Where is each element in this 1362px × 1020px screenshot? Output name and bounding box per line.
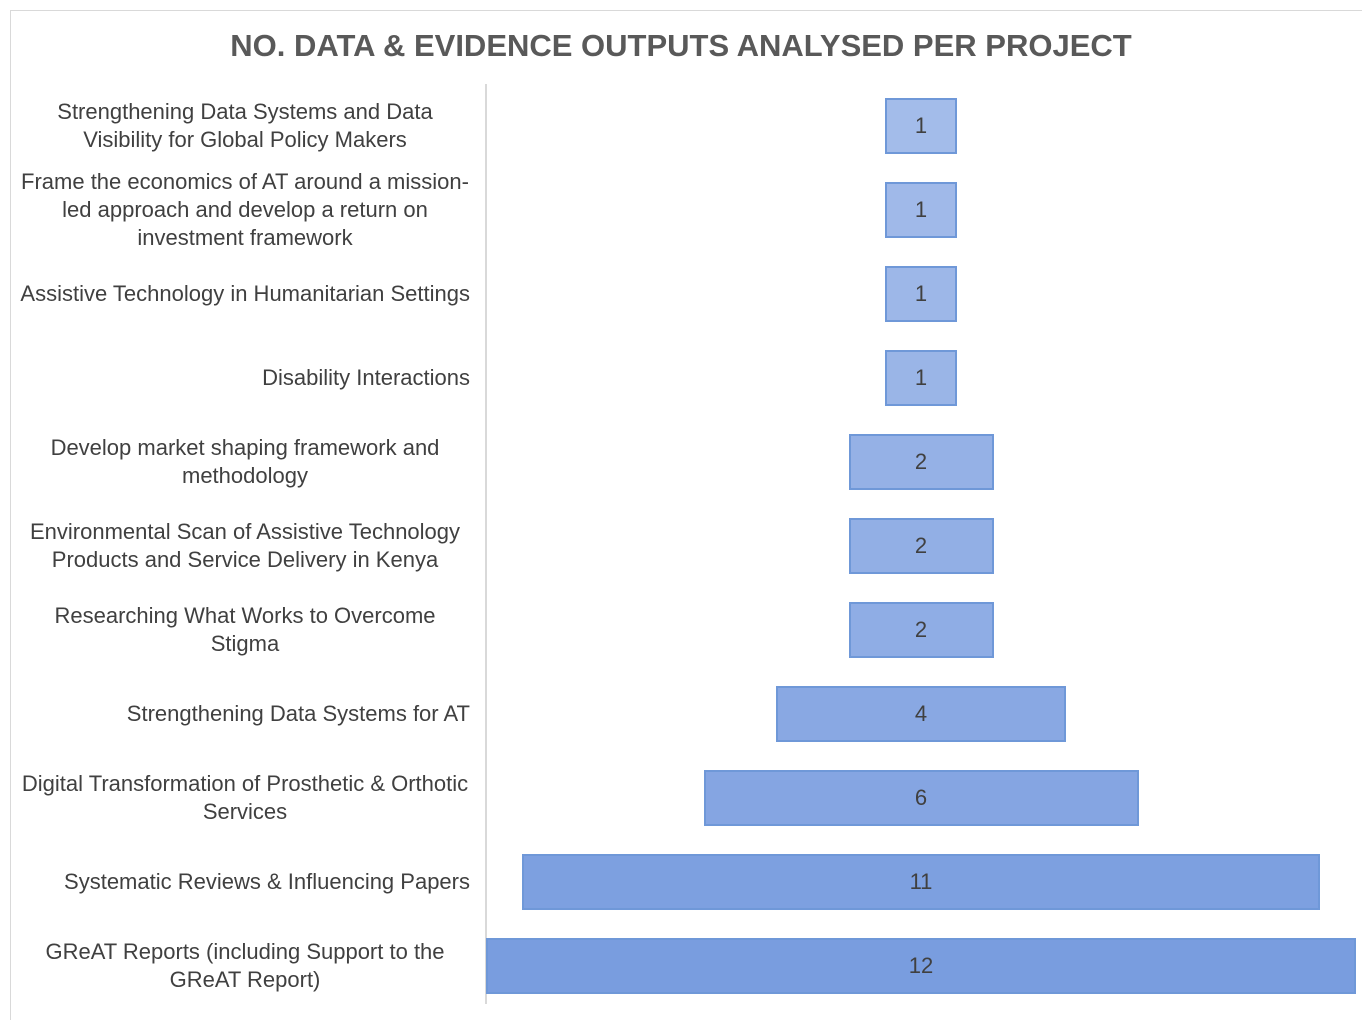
data-label: 11 [909,869,933,894]
data-label: 1 [914,113,928,138]
data-label: 1 [914,281,928,306]
bar: 2 [848,602,994,658]
category-label: GReAT Reports (including Support to the … [20,924,470,1008]
data-label: 6 [914,785,928,810]
category-text: Frame the economics of AT around a missi… [21,169,469,250]
category-label: Environmental Scan of Assistive Technolo… [20,504,470,588]
bar: 11 [522,854,1320,910]
category-label: Researching What Works to Overcome Stigm… [20,588,470,672]
data-label: 1 [914,365,928,390]
category-text: Assistive Technology in Humanitarian Set… [20,281,470,306]
category-text: Strengthening Data Systems and Data Visi… [57,99,433,152]
data-label: 1 [914,197,928,222]
category-label: Systematic Reviews & Influencing Papers [20,840,470,924]
category-label: Develop market shaping framework and met… [20,420,470,504]
bar: 6 [703,770,1139,826]
category-label: Digital Transformation of Prosthetic & O… [20,756,470,840]
category-label: Assistive Technology in Humanitarian Set… [20,252,470,336]
bar: 1 [884,182,958,238]
category-label: Disability Interactions [20,336,470,420]
category-text: Systematic Reviews & Influencing Papers [64,869,470,894]
bar: 1 [884,98,958,154]
category-label: Strengthening Data Systems for AT [20,672,470,756]
category-label: Strengthening Data Systems and Data Visi… [20,84,470,168]
bar: 2 [848,518,994,574]
bar: 2 [848,434,994,490]
data-label: 2 [914,533,928,558]
category-label: Frame the economics of AT around a missi… [20,168,470,252]
category-text: Disability Interactions [262,365,470,390]
category-text: GReAT Reports (including Support to the … [45,939,445,992]
category-text: Researching What Works to Overcome Stigm… [54,603,436,656]
chart-title: NO. DATA & EVIDENCE OUTPUTS ANALYSED PER… [230,28,1132,63]
bar: 1 [884,266,958,322]
category-text: Environmental Scan of Assistive Technolo… [29,519,461,572]
category-axis [485,84,487,1004]
bar: 4 [776,686,1066,742]
bar: 12 [486,938,1356,994]
bar: 1 [884,350,958,406]
data-label: 2 [914,617,928,642]
category-text: Digital Transformation of Prosthetic & O… [21,771,469,824]
data-label: 2 [914,449,928,474]
data-label: 12 [908,953,934,978]
category-text: Strengthening Data Systems for AT [126,701,470,726]
data-label: 4 [914,701,928,726]
chart-frame [10,10,1362,1020]
category-text: Develop market shaping framework and met… [50,435,440,488]
